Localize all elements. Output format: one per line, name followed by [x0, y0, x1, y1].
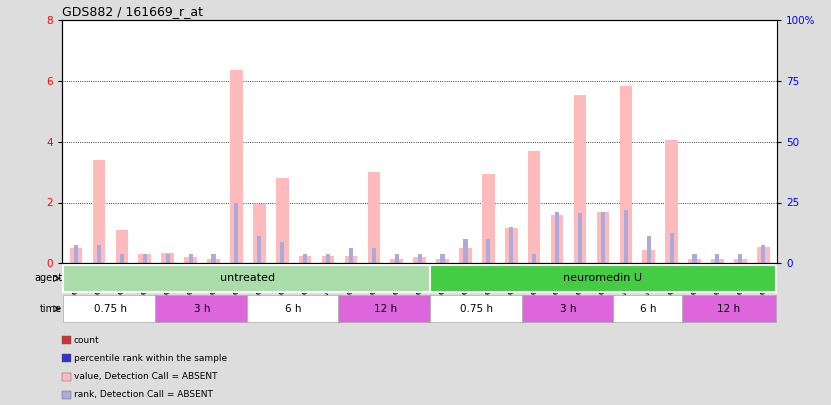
Bar [734, 259, 746, 263]
Bar [70, 248, 82, 263]
Text: 3 h: 3 h [194, 304, 210, 314]
Text: GDS882 / 161669_r_at: GDS882 / 161669_r_at [62, 5, 204, 18]
Text: 0.75 h: 0.75 h [94, 304, 127, 314]
Bar [464, 239, 468, 263]
Bar [601, 211, 605, 263]
Bar [139, 254, 151, 263]
Bar [619, 85, 632, 263]
Bar [692, 254, 696, 263]
Bar [573, 95, 587, 263]
Bar [528, 151, 540, 263]
Bar [578, 213, 582, 263]
Bar [436, 259, 449, 263]
Bar [395, 254, 399, 263]
Bar [253, 204, 266, 263]
Text: 6 h: 6 h [285, 304, 302, 314]
Bar [505, 228, 518, 263]
Bar [738, 254, 742, 263]
Bar [413, 257, 426, 263]
Bar [258, 236, 262, 263]
Bar [440, 254, 445, 263]
Bar [486, 239, 490, 263]
Bar [326, 254, 330, 263]
Text: agent: agent [34, 273, 62, 283]
Bar [715, 254, 720, 263]
Bar [647, 236, 651, 263]
Bar [280, 242, 284, 263]
Bar [184, 257, 197, 263]
Bar [63, 295, 157, 322]
Bar [74, 245, 78, 263]
Bar [93, 160, 106, 263]
Bar [670, 233, 674, 263]
Bar [143, 254, 147, 263]
Bar [230, 70, 243, 263]
Bar [189, 254, 193, 263]
Bar [367, 172, 380, 263]
Bar [234, 202, 238, 263]
Bar [460, 248, 472, 263]
Bar [757, 247, 770, 263]
Bar [391, 259, 403, 263]
Bar [276, 178, 288, 263]
Bar [522, 295, 616, 322]
Bar [63, 265, 432, 292]
Bar [247, 295, 341, 322]
Text: 0.75 h: 0.75 h [460, 304, 494, 314]
Bar [97, 245, 101, 263]
Text: untreated: untreated [220, 273, 275, 283]
Bar [555, 211, 559, 263]
Bar [597, 211, 609, 263]
Bar [299, 256, 312, 263]
Text: 3 h: 3 h [560, 304, 577, 314]
Bar [430, 295, 524, 322]
Text: neuromedin U: neuromedin U [563, 273, 642, 283]
Bar [161, 253, 174, 263]
Text: value, Detection Call = ABSENT: value, Detection Call = ABSENT [74, 372, 218, 381]
Bar [345, 256, 357, 263]
Bar [551, 215, 563, 263]
Bar [688, 259, 701, 263]
Text: 12 h: 12 h [717, 304, 740, 314]
Bar [666, 140, 678, 263]
Bar [338, 295, 432, 322]
Bar [430, 265, 776, 292]
Bar [155, 295, 249, 322]
Bar [207, 259, 220, 263]
Text: 12 h: 12 h [374, 304, 397, 314]
Bar [532, 254, 536, 263]
Bar [711, 259, 724, 263]
Bar [482, 174, 494, 263]
Bar [211, 254, 215, 263]
Bar [642, 249, 655, 263]
Text: count: count [74, 336, 100, 345]
Bar [624, 210, 628, 263]
Text: 6 h: 6 h [641, 304, 657, 314]
Text: rank, Detection Call = ABSENT: rank, Detection Call = ABSENT [74, 390, 213, 399]
Bar [116, 230, 128, 263]
Text: time: time [40, 304, 62, 314]
Bar [761, 245, 765, 263]
Text: percentile rank within the sample: percentile rank within the sample [74, 354, 227, 363]
Bar [509, 227, 514, 263]
Bar [613, 295, 684, 322]
Bar [303, 254, 307, 263]
Bar [322, 256, 334, 263]
Bar [120, 254, 124, 263]
Bar [349, 248, 353, 263]
Bar [371, 248, 376, 263]
Bar [418, 254, 421, 263]
Bar [682, 295, 776, 322]
Bar [165, 254, 170, 263]
